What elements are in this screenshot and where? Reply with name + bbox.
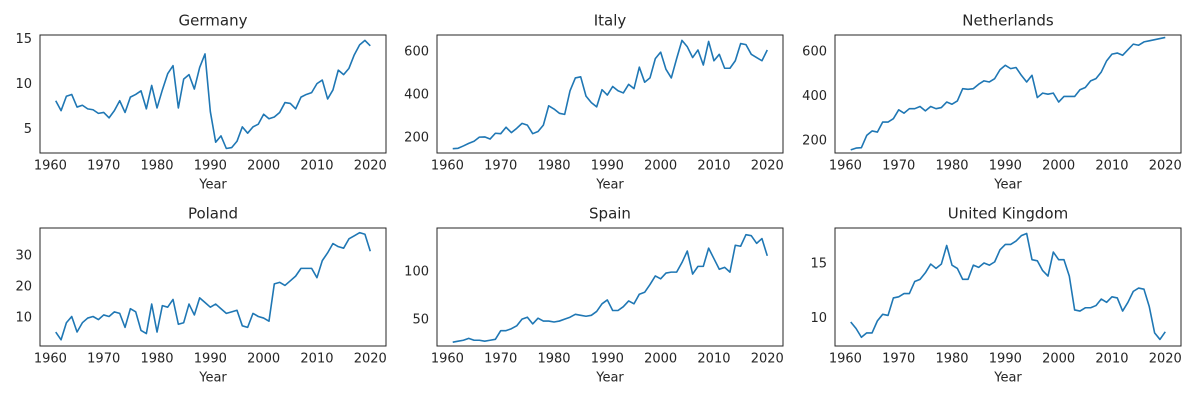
y-tick-label: 100 bbox=[404, 265, 429, 280]
x-tick-label: 2000 bbox=[644, 159, 677, 174]
y-tick-label: 200 bbox=[802, 133, 827, 148]
x-tick-label: 2010 bbox=[300, 159, 333, 174]
x-tick-label: 1980 bbox=[537, 159, 570, 174]
x-tick-label: 1990 bbox=[591, 352, 624, 367]
axes-frame bbox=[834, 227, 1182, 347]
x-tick-label: 1970 bbox=[484, 159, 517, 174]
x-tick-label: 2010 bbox=[697, 159, 730, 174]
x-tick-label: 2020 bbox=[354, 352, 387, 367]
axes-frame bbox=[436, 227, 784, 347]
x-tick-label: 1990 bbox=[194, 159, 227, 174]
y-tick-label: 400 bbox=[802, 89, 827, 104]
x-axis-label: Year bbox=[595, 178, 624, 193]
line bbox=[452, 39, 768, 150]
x-tick-label: 1970 bbox=[484, 352, 517, 367]
x-tick-label: 1960 bbox=[431, 159, 464, 174]
line bbox=[850, 232, 1166, 341]
y-tick-label: 10 bbox=[15, 77, 32, 92]
x-tick-label: 1980 bbox=[935, 159, 968, 174]
x-tick-label: 1990 bbox=[591, 159, 624, 174]
x-tick-label: 2000 bbox=[644, 352, 677, 367]
panel-title: Netherlands bbox=[962, 12, 1054, 30]
x-tick-label: 2020 bbox=[1149, 159, 1182, 174]
x-tick-label: 1980 bbox=[537, 352, 570, 367]
x-tick-label: 2020 bbox=[354, 159, 387, 174]
line bbox=[452, 233, 769, 343]
y-tick-label: 15 bbox=[810, 257, 827, 272]
x-tick-label: 1990 bbox=[194, 352, 227, 367]
x-tick-label: 2010 bbox=[1095, 352, 1128, 367]
line bbox=[55, 231, 372, 341]
x-tick-label: 2010 bbox=[300, 352, 333, 367]
x-axis-label: Year bbox=[993, 371, 1022, 386]
y-tick-label: 50 bbox=[412, 313, 429, 328]
panel-title: United Kingdom bbox=[948, 205, 1068, 223]
x-tick-label: 1960 bbox=[34, 352, 67, 367]
axes-frame bbox=[39, 227, 387, 347]
x-tick-label: 1980 bbox=[935, 352, 968, 367]
y-tick-label: 10 bbox=[15, 311, 32, 326]
y-tick-label: 15 bbox=[15, 32, 32, 47]
panel-title: Germany bbox=[179, 12, 248, 30]
x-tick-label: 2000 bbox=[1042, 159, 1075, 174]
x-tick-label: 1970 bbox=[882, 352, 915, 367]
x-tick-label: 2000 bbox=[247, 352, 280, 367]
line bbox=[55, 39, 371, 150]
x-axis-label: Year bbox=[198, 371, 227, 386]
x-tick-label: 2000 bbox=[1042, 352, 1075, 367]
x-tick-label: 1980 bbox=[140, 159, 173, 174]
x-tick-label: 1960 bbox=[829, 159, 862, 174]
x-tick-label: 2020 bbox=[1149, 352, 1182, 367]
x-tick-label: 1990 bbox=[989, 159, 1022, 174]
y-tick-label: 30 bbox=[15, 248, 32, 263]
x-tick-label: 1960 bbox=[829, 352, 862, 367]
x-tick-label: 1960 bbox=[34, 159, 67, 174]
panel-title: Spain bbox=[589, 205, 631, 223]
axes-frame bbox=[39, 34, 387, 154]
y-tick-label: 10 bbox=[810, 311, 827, 326]
x-tick-label: 2000 bbox=[247, 159, 280, 174]
panel-title: Italy bbox=[594, 12, 627, 30]
panel-title: Poland bbox=[188, 205, 238, 223]
y-tick-label: 600 bbox=[404, 45, 429, 60]
x-tick-label: 2020 bbox=[751, 352, 784, 367]
x-tick-label: 1970 bbox=[87, 159, 120, 174]
y-tick-label: 600 bbox=[802, 44, 827, 59]
x-tick-label: 2010 bbox=[1095, 159, 1128, 174]
y-tick-label: 400 bbox=[404, 88, 429, 103]
x-axis-label: Year bbox=[595, 371, 624, 386]
y-tick-label: 5 bbox=[24, 122, 32, 137]
x-tick-label: 2020 bbox=[751, 159, 784, 174]
y-tick-label: 200 bbox=[404, 130, 429, 145]
line bbox=[850, 36, 1166, 151]
x-tick-label: 1990 bbox=[989, 352, 1022, 367]
x-tick-label: 1980 bbox=[140, 352, 173, 367]
x-axis-label: Year bbox=[198, 178, 227, 193]
x-tick-label: 1970 bbox=[87, 352, 120, 367]
axes-frame bbox=[834, 34, 1182, 154]
y-tick-label: 20 bbox=[15, 280, 32, 295]
x-tick-label: 1960 bbox=[431, 352, 464, 367]
x-axis-label: Year bbox=[993, 178, 1022, 193]
axes-frame bbox=[436, 34, 784, 154]
x-tick-label: 2010 bbox=[697, 352, 730, 367]
x-tick-label: 1970 bbox=[882, 159, 915, 174]
